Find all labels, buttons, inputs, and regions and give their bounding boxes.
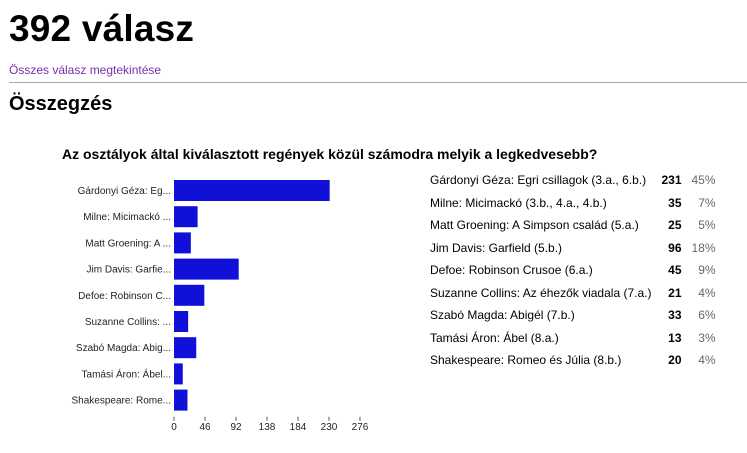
answer-cell: Gárdonyi Géza: Egri csillagok (3.a., 6.b… [430, 173, 647, 188]
table-row: Milne: Micimackó (3.b., 4.a., 4.b.) 35 7% [425, 192, 721, 215]
x-tick-label: 138 [259, 422, 276, 433]
table-row: Shakespeare: Romeo és Júlia (8.b.) 20 4% [425, 349, 721, 372]
percent-cell: 4% [698, 353, 716, 368]
category-label: Defoe: Robinson C... [78, 291, 171, 302]
response-summary-table: Gárdonyi Géza: Egri csillagok (3.a., 6.b… [425, 169, 721, 372]
answer-cell: Suzanne Collins: Az éhezők viadala (7.a.… [430, 285, 652, 300]
category-label: Szabó Magda: Abig... [76, 343, 171, 354]
category-label: Milne: Micimackó ... [83, 212, 171, 223]
answer-cell: Tamási Áron: Ábel (8.a.) [430, 330, 559, 345]
question-title: Az osztályok által kiválasztott regények… [62, 146, 598, 162]
table-row: Suzanne Collins: Az éhezők viadala (7.a.… [425, 282, 721, 305]
category-label: Shakespeare: Rome... [72, 396, 172, 407]
category-label: Matt Groening: A ... [85, 238, 171, 249]
bar-chart: Gárdonyi Géza: Eg... Milne: Micimackó ...… [72, 180, 369, 433]
count-cell: 45 [668, 263, 682, 278]
count-cell: 231 [661, 173, 682, 188]
bar [174, 284, 205, 306]
answer-cell: Defoe: Robinson Crusoe (6.a.) [430, 263, 593, 278]
percent-cell: 7% [698, 195, 716, 210]
header-divider [9, 82, 747, 83]
table-row: Gárdonyi Géza: Egri csillagok (3.a., 6.b… [425, 169, 721, 192]
table-row: Tamási Áron: Ábel (8.a.) 13 3% [425, 327, 721, 350]
count-cell: 33 [668, 308, 682, 323]
answer-cell: Jim Davis: Garfield (5.b.) [430, 240, 563, 255]
percent-cell: 3% [698, 330, 716, 345]
count-cell: 35 [668, 195, 682, 210]
x-tick-label: 230 [321, 422, 338, 433]
category-label: Suzanne Collins: ... [85, 317, 171, 328]
x-tick-label: 184 [290, 422, 307, 433]
answer-cell: Shakespeare: Romeo és Júlia (8.b.) [430, 353, 622, 368]
answer-cell: Milne: Micimackó (3.b., 4.a., 4.b.) [430, 195, 607, 210]
bar [174, 180, 330, 201]
response-count-title: 392 válasz [9, 8, 195, 49]
category-label: Jim Davis: Garfie... [87, 265, 171, 276]
view-all-responses-link[interactable]: Összes válasz megtekintése [9, 63, 162, 77]
count-cell: 25 [668, 218, 682, 233]
bar [174, 337, 197, 359]
summary-heading: Összegzés [9, 93, 113, 115]
percent-cell: 6% [698, 308, 716, 323]
table-row: Szabó Magda: Abigél (7.b.) 33 6% [425, 304, 721, 327]
count-cell: 96 [668, 240, 682, 255]
category-label: Gárdonyi Géza: Eg... [78, 186, 171, 197]
x-tick-label: 46 [199, 422, 211, 433]
bar [174, 363, 183, 385]
percent-cell: 4% [698, 285, 716, 300]
count-cell: 21 [668, 285, 682, 300]
percent-cell: 9% [698, 263, 716, 278]
count-cell: 13 [668, 330, 682, 345]
table-row: Jim Davis: Garfield (5.b.) 96 18% [425, 237, 721, 260]
bar [174, 206, 198, 228]
table-row: Defoe: Robinson Crusoe (6.a.) 45 9% [425, 259, 721, 282]
percent-cell: 45% [691, 173, 716, 188]
bar [174, 258, 239, 280]
answer-cell: Szabó Magda: Abigél (7.b.) [430, 308, 575, 323]
x-tick-label: 276 [352, 422, 369, 433]
count-cell: 20 [668, 353, 682, 368]
x-tick-label: 92 [230, 422, 242, 433]
percent-cell: 18% [691, 240, 716, 255]
bar [174, 311, 189, 332]
answer-cell: Matt Groening: A Simpson család (5.a.) [430, 218, 639, 233]
category-label: Tamási Áron: Ábel... [82, 367, 171, 380]
bar [174, 389, 188, 411]
bar [174, 232, 191, 254]
table-row: Matt Groening: A Simpson család (5.a.) 25… [425, 214, 721, 237]
percent-cell: 5% [698, 218, 716, 233]
x-tick-label: 0 [171, 422, 177, 433]
